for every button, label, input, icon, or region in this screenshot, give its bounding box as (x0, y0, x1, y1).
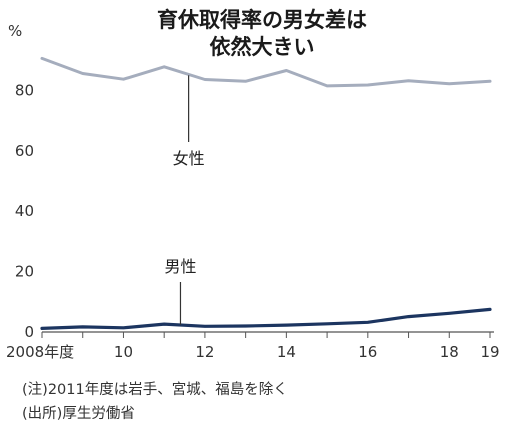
series-line-female (40, 56, 492, 88)
x-axis: 2008年度 10 12 14 16 18 19 (6, 331, 500, 361)
series-group (40, 56, 492, 330)
x-tick-label: 2008年度 (6, 343, 74, 361)
x-tick-label: 16 (358, 343, 377, 361)
y-axis: 0 20 40 60 80 (15, 81, 34, 341)
y-tick-label: 40 (15, 202, 34, 220)
x-tick-label: 14 (277, 343, 296, 361)
chart-title-line-2: 依然大きい (210, 35, 315, 59)
x-tick-label: 19 (480, 343, 499, 361)
chart-title-line-1: 育休取得率の男女差は (157, 8, 367, 32)
y-axis-unit: % (8, 22, 22, 40)
note-text: (注)2011年度は岩手、宮城、福島を除く (22, 381, 288, 398)
y-tick-label: 80 (15, 81, 34, 99)
series-line-male (40, 307, 492, 330)
female-series-label: 女性 (173, 149, 205, 168)
x-tick-label: 10 (114, 343, 133, 361)
x-tick-label: 12 (195, 343, 214, 361)
male-series-label: 男性 (164, 257, 196, 276)
y-tick-label: 20 (15, 263, 34, 281)
source-text: (出所)厚生労働省 (22, 405, 135, 422)
x-tick-label: 18 (440, 343, 459, 361)
y-tick-label: 60 (15, 142, 34, 160)
y-tick-label: 0 (24, 323, 34, 341)
